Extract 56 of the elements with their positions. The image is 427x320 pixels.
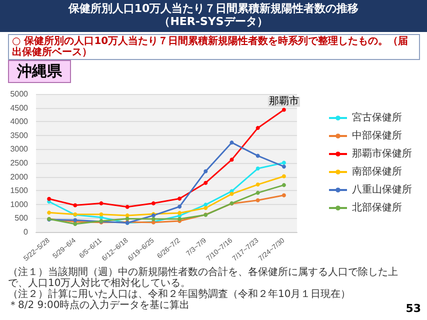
y-tick-label: 1500 bbox=[10, 186, 29, 196]
chart-subtitle: ○ 保健所別の人口10万人当たり７日間累積新規陽性者数を時系列で整理したもの。（届出保健所ベース） bbox=[8, 34, 420, 60]
y-tick-label: 5000 bbox=[10, 90, 29, 98]
y-tick-label: 2500 bbox=[10, 158, 29, 168]
point bbox=[178, 196, 182, 201]
point bbox=[256, 182, 260, 187]
text: （注１）当該期間（週）中の新規陽性者数の合計を、各保健所に属する人口で除した上で、人口10万人対比で相対化している。 bbox=[8, 267, 398, 289]
point bbox=[125, 216, 130, 221]
point bbox=[125, 213, 130, 218]
y-tick-label: 4500 bbox=[10, 103, 29, 112]
y-tick-label: 3500 bbox=[10, 130, 29, 140]
point bbox=[282, 160, 286, 165]
point bbox=[178, 204, 182, 209]
point bbox=[99, 212, 104, 216]
point bbox=[256, 190, 260, 195]
point bbox=[204, 206, 208, 210]
annotation: 那覇市 bbox=[268, 95, 299, 108]
y-tick-label: 500 bbox=[14, 214, 29, 223]
y-tick-label: 1000 bbox=[10, 200, 29, 209]
point bbox=[204, 169, 208, 174]
point bbox=[125, 204, 130, 209]
text: （注２）計算に用いた人口は、令和２年国勢調査（令和２年10月１日現在） bbox=[8, 289, 352, 300]
chart-title: 保健所別人口10万人当たり７日間累積新規陽性者数の推移（HER-SYSデータ） bbox=[0, 0, 427, 32]
point bbox=[178, 210, 182, 215]
y-tick-label: 4000 bbox=[10, 117, 29, 126]
point bbox=[282, 108, 286, 112]
point bbox=[282, 183, 286, 188]
point bbox=[282, 164, 286, 169]
point bbox=[151, 217, 156, 222]
legend-label: 北部保健所 bbox=[352, 202, 402, 214]
legend-label: 中部保健所 bbox=[352, 130, 402, 142]
text: ＊8/2 9:00時点の入力データを基に算出 bbox=[8, 300, 191, 311]
text: 53 bbox=[406, 302, 421, 315]
y-tick-label: 0 bbox=[24, 228, 29, 236]
text: 沖縄県 bbox=[8, 60, 71, 83]
point bbox=[73, 203, 78, 208]
point bbox=[151, 201, 156, 206]
point bbox=[282, 193, 286, 198]
point bbox=[204, 180, 208, 185]
point bbox=[256, 126, 260, 130]
point bbox=[230, 192, 234, 196]
point bbox=[256, 154, 260, 158]
point bbox=[99, 201, 104, 206]
y-tick-label: 3000 bbox=[10, 144, 29, 154]
point bbox=[256, 166, 260, 171]
point bbox=[282, 174, 286, 178]
legend-label: 八重山保健所 bbox=[352, 184, 412, 196]
point bbox=[256, 198, 260, 202]
point bbox=[47, 210, 52, 215]
legend-label: 南部保健所 bbox=[352, 166, 402, 178]
y-tick-label: 2000 bbox=[10, 172, 29, 182]
point bbox=[230, 140, 234, 145]
legend-label: 宮古保健所 bbox=[352, 112, 402, 124]
point bbox=[47, 196, 52, 201]
legend-label: 那覇市保健所 bbox=[352, 148, 412, 160]
point bbox=[230, 158, 234, 162]
